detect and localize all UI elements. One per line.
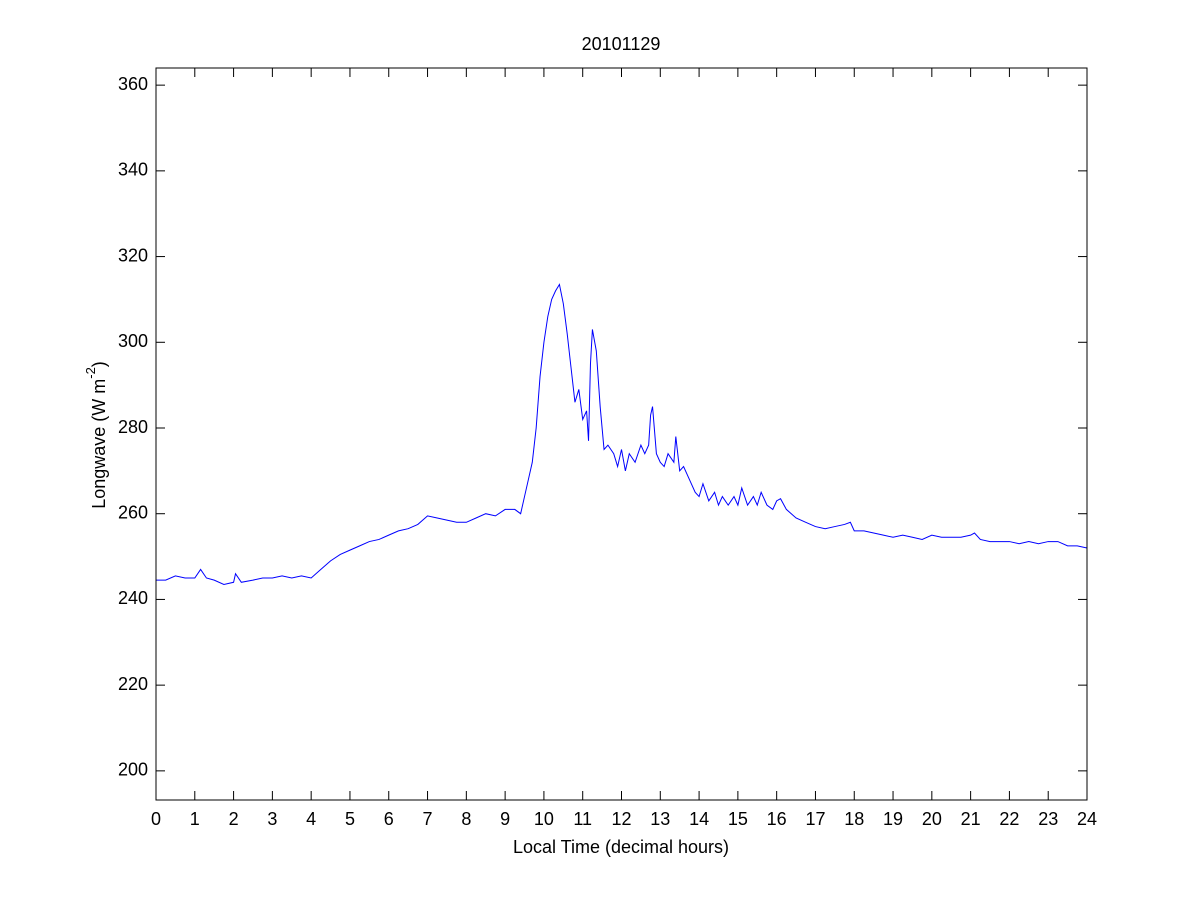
x-tick-label: 21	[961, 809, 981, 829]
x-tick-label: 14	[689, 809, 709, 829]
x-tick-label: 5	[345, 809, 355, 829]
x-tick-label: 0	[151, 809, 161, 829]
y-tick-label: 340	[118, 160, 148, 180]
y-tick-label: 360	[118, 74, 148, 94]
x-tick-label: 18	[844, 809, 864, 829]
x-tick-label: 12	[611, 809, 631, 829]
y-tick-label: 300	[118, 331, 148, 351]
x-tick-label: 17	[805, 809, 825, 829]
y-label-text: Longwave (W m	[89, 379, 109, 509]
x-tick-label: 16	[767, 809, 787, 829]
x-tick-label: 2	[229, 809, 239, 829]
x-tick-label: 13	[650, 809, 670, 829]
x-tick-label: 7	[423, 809, 433, 829]
x-tick-label: 3	[267, 809, 277, 829]
y-tick-label: 280	[118, 417, 148, 437]
y-tick-label: 260	[118, 502, 148, 522]
x-tick-label: 10	[534, 809, 554, 829]
y-axis-label: Longwave (W m-2)	[83, 361, 108, 509]
y-tick-label: 220	[118, 674, 148, 694]
x-tick-label: 24	[1077, 809, 1097, 829]
x-tick-label: 20	[922, 809, 942, 829]
x-tick-label: 11	[573, 809, 592, 829]
y-tick-label: 240	[118, 588, 148, 608]
chart-title: 20101129	[582, 34, 661, 54]
plot-frame	[155, 67, 1088, 801]
y-tick-label: 200	[118, 760, 148, 780]
x-tick-label: 4	[306, 809, 316, 829]
data-line	[156, 283, 1088, 585]
x-tick-label: 8	[461, 809, 471, 829]
x-axis-label: Local Time (decimal hours)	[513, 837, 729, 857]
y-label-superscript: -2	[83, 367, 98, 379]
x-tick-label: 6	[384, 809, 394, 829]
x-tick-label: 22	[999, 809, 1019, 829]
x-tick-label: 15	[728, 809, 748, 829]
y-label-text: )	[89, 361, 109, 367]
x-tick-label: 23	[1038, 809, 1058, 829]
x-tick-label: 9	[500, 809, 510, 829]
x-tick-label: 1	[190, 809, 200, 829]
x-tick-label: 19	[883, 809, 903, 829]
y-tick-label: 320	[118, 245, 148, 265]
